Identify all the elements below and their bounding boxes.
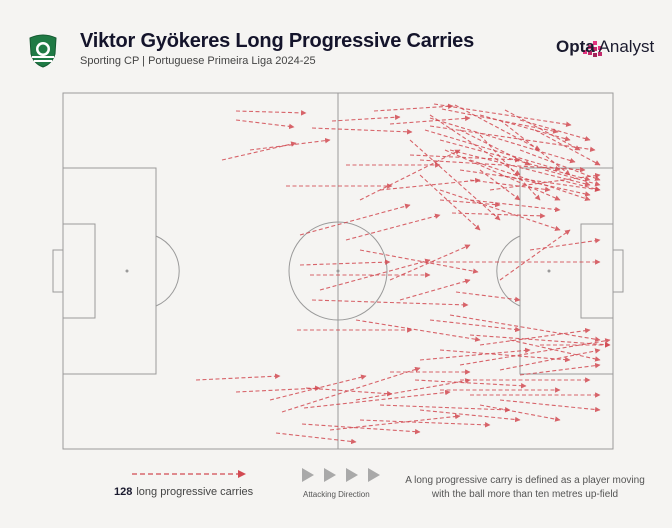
carry-arrow bbox=[359, 149, 461, 201]
carry-arrow bbox=[544, 169, 601, 187]
carry-arrow bbox=[329, 413, 461, 431]
carry-arrow bbox=[444, 149, 561, 201]
carry-arrow bbox=[499, 229, 571, 281]
carry-arrow bbox=[519, 149, 601, 181]
carry-arrow bbox=[439, 199, 501, 208]
carry-arrow bbox=[429, 319, 521, 333]
carry-arrow bbox=[269, 374, 367, 401]
carry-arrow bbox=[389, 115, 471, 125]
carry-arrow bbox=[429, 117, 576, 164]
carry-arrow bbox=[499, 348, 601, 371]
carry-arrow bbox=[419, 409, 521, 423]
carry-arrow bbox=[429, 114, 521, 176]
page-title: Viktor Gyökeres Long Progressive Carries bbox=[80, 30, 475, 52]
carry-arrow bbox=[379, 177, 481, 191]
carry-arrow bbox=[345, 213, 441, 241]
carry-arrow bbox=[235, 119, 295, 130]
carry-arrow bbox=[249, 137, 331, 151]
carry-arrow bbox=[519, 362, 601, 376]
carry-arrow bbox=[451, 212, 546, 219]
pitch bbox=[52, 92, 624, 450]
arrow-legend-icon bbox=[132, 470, 246, 478]
carry-arrow bbox=[355, 319, 481, 342]
carry-arrow bbox=[379, 404, 511, 413]
carry-arrow bbox=[439, 189, 561, 232]
carry-arrow bbox=[301, 423, 421, 435]
carry-arrow bbox=[281, 366, 421, 413]
carry-arrow bbox=[469, 334, 611, 348]
carry-arrow bbox=[359, 249, 479, 274]
header: Viktor Gyökeres Long Progressive Carries… bbox=[0, 0, 672, 80]
carry-arrow bbox=[439, 349, 571, 363]
carry-arrow bbox=[409, 139, 501, 221]
carry-arrow bbox=[559, 179, 601, 192]
carry-arrow bbox=[311, 127, 413, 135]
carry-arrow bbox=[519, 119, 591, 142]
sporting-crest-icon bbox=[29, 34, 57, 68]
carry-arrow bbox=[414, 379, 527, 389]
carry-arrow bbox=[305, 387, 393, 397]
carry-count: 128 long progressive carries bbox=[114, 486, 254, 498]
carry-arrow bbox=[299, 259, 391, 266]
carry-arrow bbox=[454, 104, 541, 151]
carry-arrow bbox=[504, 109, 581, 151]
carry-arrow bbox=[459, 129, 531, 166]
carry-arrow bbox=[429, 125, 596, 153]
carry-arrow bbox=[469, 199, 561, 213]
carry-arrow bbox=[459, 338, 611, 366]
carry-arrow bbox=[489, 172, 601, 191]
carry-arrow bbox=[409, 154, 521, 163]
page-subtitle: Sporting CP | Portuguese Primeira Liga 2… bbox=[80, 55, 316, 67]
carry-arrow bbox=[469, 159, 591, 202]
carry-arrow bbox=[331, 114, 401, 122]
carry-arrow bbox=[479, 134, 541, 201]
carry-arrow bbox=[303, 389, 451, 409]
carry-arrow bbox=[419, 174, 481, 231]
carry-arrow bbox=[419, 159, 586, 173]
carry-arrow bbox=[235, 385, 321, 393]
carry-arrow bbox=[534, 129, 601, 166]
carry-arrow bbox=[311, 299, 469, 308]
carry-arrow bbox=[275, 432, 357, 445]
carry-arrow bbox=[359, 419, 491, 428]
carry-arrow bbox=[424, 129, 561, 172]
carry-arrow bbox=[433, 103, 572, 127]
carry-arrow bbox=[449, 149, 591, 187]
opta-logo-icon bbox=[583, 41, 602, 57]
carry-arrow bbox=[499, 119, 571, 176]
carry-arrow bbox=[469, 179, 551, 193]
carry-arrow bbox=[455, 291, 521, 303]
direction-triangle-icon bbox=[302, 468, 380, 482]
carry-arrow bbox=[459, 169, 601, 193]
carry-arrow bbox=[509, 339, 601, 362]
carry-arrows bbox=[195, 103, 611, 445]
carry-arrow bbox=[373, 103, 454, 112]
carry-arrow bbox=[499, 174, 591, 197]
carry-arrow bbox=[389, 244, 471, 281]
carry-arrow bbox=[399, 278, 471, 301]
carry-arrow bbox=[479, 404, 561, 422]
carry-arrow bbox=[235, 110, 307, 116]
direction-label: Attacking Direction bbox=[303, 490, 370, 499]
carry-arrow bbox=[419, 347, 531, 361]
brand-name: Opta Analyst bbox=[556, 37, 655, 56]
carry-arrow bbox=[195, 373, 281, 381]
carry-arrow bbox=[529, 237, 601, 251]
carry-arrow bbox=[479, 327, 591, 346]
carry-arrow bbox=[479, 169, 521, 201]
carry-arrow bbox=[499, 399, 601, 413]
carry-arrow bbox=[479, 114, 571, 142]
carry-arrow bbox=[449, 314, 601, 342]
definition-text: A long progressive carry is defined as a… bbox=[405, 475, 645, 500]
